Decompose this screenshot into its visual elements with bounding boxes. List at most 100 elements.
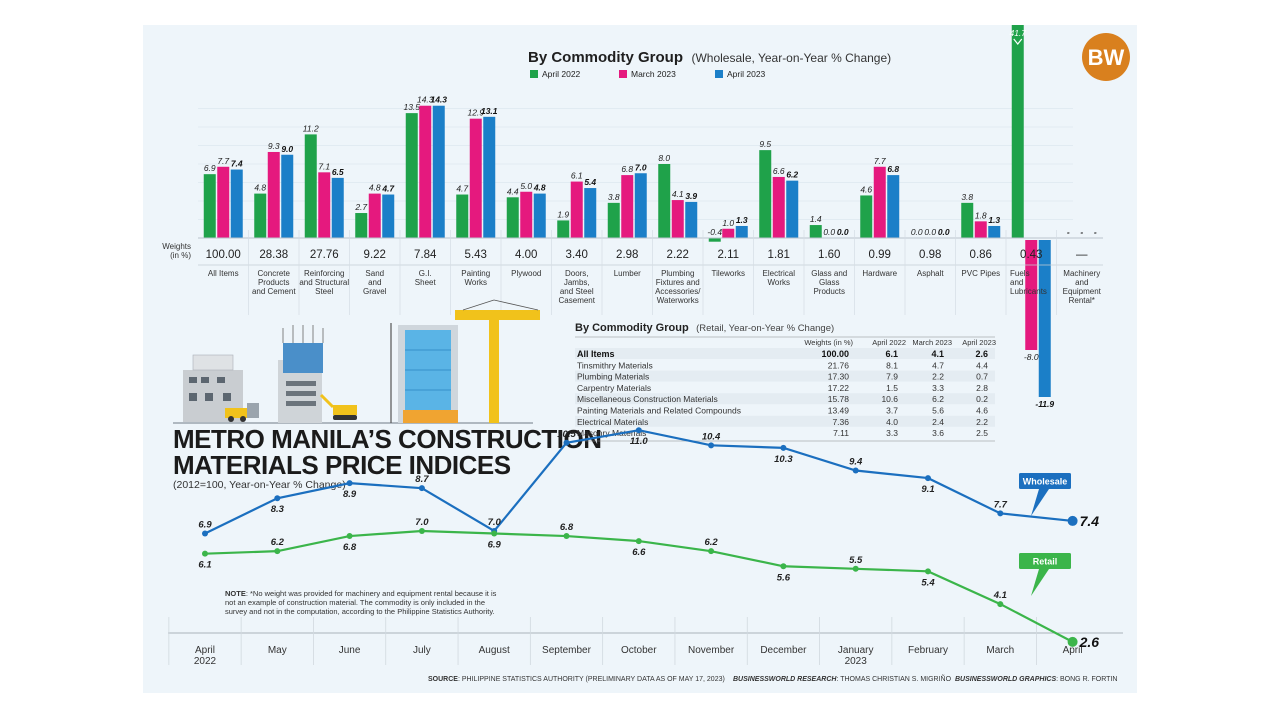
table-cell-value: 4.1 <box>931 349 944 359</box>
table-cell-name: Plumbing Materials <box>577 372 649 382</box>
bar-chart-axis: Weights(in %) 100.00 All Items 28.38 Concret… <box>162 230 1103 315</box>
weight-value: 0.43 <box>1020 249 1042 261</box>
table-cell-name: Masonry Materials <box>577 428 646 438</box>
retail-point <box>202 550 208 557</box>
wholesale-value-label: 11.0 <box>630 436 649 447</box>
weight-value: 5.43 <box>465 249 487 261</box>
bar-value-label: 4.7 <box>456 184 468 194</box>
weight-value: 3.40 <box>566 249 588 261</box>
logo-text: BW <box>1088 45 1125 70</box>
infographic-svg: BW By Commodity Group (Wholesale, Year-o… <box>162 25 1130 683</box>
main-title-line-1: METRO MANILA’S CONSTRUCTION <box>173 424 602 454</box>
bar-value-label: 13.1 <box>481 106 498 116</box>
retail-point <box>635 538 642 545</box>
bar-value-label: -8.0 <box>1024 352 1039 362</box>
bar-value-label: 7.0 <box>635 162 647 172</box>
bar-value-label: 6.9 <box>204 163 216 173</box>
retail-value-label: 6.8 <box>343 542 357 553</box>
table-cell-value: 7.36 <box>832 417 849 427</box>
bar-april-2023 <box>887 175 900 238</box>
bar-value-label: 41.7 <box>1009 28 1026 38</box>
bar-value-label: 0.0 <box>938 227 950 237</box>
bar-value-label: 0.0 <box>837 227 849 237</box>
table-cell-value: 2.4 <box>932 417 944 427</box>
retail-point <box>925 568 931 575</box>
table-cell-value: 17.22 <box>828 383 850 393</box>
table-cell-value: 5.6 <box>932 406 944 416</box>
wholesale-value-label: 8.3 <box>271 504 285 515</box>
category-label: and Steel <box>560 287 594 296</box>
weight-value: 0.86 <box>970 249 992 261</box>
category-label: Accessories/ <box>655 287 701 296</box>
source-text: : PHILIPPINE STATISTICS AUTHORITY (PRELI… <box>458 676 725 683</box>
table-header-cell: March 2023 <box>912 338 952 347</box>
wholesale-value-label: 6.9 <box>198 520 212 531</box>
retail-callout-pointer <box>1031 569 1049 596</box>
bar-chart-title: By Commodity Group (Wholesale, Year-on-Y… <box>528 49 891 66</box>
bar-march-2023 <box>520 191 533 238</box>
bar-missing-label: - <box>1080 227 1083 237</box>
bar-march-2023 <box>722 228 735 238</box>
retail-point <box>491 530 498 537</box>
bar-april-2023 <box>483 116 496 238</box>
bar-april-2022 <box>254 193 267 238</box>
category-label: Plumbing <box>661 269 694 278</box>
table-cell-value: 6.2 <box>932 394 944 404</box>
table-cell-value: 1.5 <box>886 383 898 393</box>
wholesale-point <box>202 530 208 537</box>
bar-value-label: 6.8 <box>621 164 633 174</box>
bar-value-label: 9.3 <box>268 141 280 151</box>
weight-value: 27.76 <box>310 249 339 261</box>
weight-value: 2.11 <box>717 249 739 261</box>
category-label: Casement <box>559 296 596 305</box>
building-tall-icon <box>390 323 458 423</box>
table-row-stripe <box>575 370 995 382</box>
bar-april-2023 <box>786 180 799 238</box>
table-cell-value: 17.30 <box>828 372 850 382</box>
bar-value-label: 14.3 <box>417 95 434 105</box>
bar-value-label: 4.6 <box>860 184 872 194</box>
bar-value-label: 1.3 <box>736 215 748 225</box>
bar-value-label: 1.0 <box>722 218 734 228</box>
wholesale-point <box>925 475 931 482</box>
bar-value-label: 12.9 <box>467 108 484 118</box>
month-label: May <box>268 645 287 656</box>
retail-table-title-main: By Commodity Group <box>575 322 689 334</box>
table-cell-value: 7.11 <box>833 428 849 438</box>
construction-illustration <box>173 299 540 424</box>
retail-point <box>997 601 1004 608</box>
category-label: Plywood <box>511 269 541 278</box>
bar-value-label: 9.5 <box>759 139 771 149</box>
category-label: Lubricants <box>1010 287 1047 296</box>
category-label: Asphalt <box>917 269 944 278</box>
legend-swatch-0 <box>530 70 538 78</box>
retail-point <box>346 533 353 540</box>
category-label: Products <box>258 278 290 287</box>
bar-value-label: 14.3 <box>430 95 447 105</box>
legend-swatch-2 <box>715 70 723 78</box>
category-label: All Items <box>208 269 239 278</box>
month-label: 2022 <box>194 656 217 667</box>
wholesale-value-label: 9.1 <box>921 484 934 495</box>
weight-value: — <box>1076 249 1088 261</box>
wholesale-point <box>997 510 1004 517</box>
bar-value-label: 6.6 <box>773 166 785 176</box>
legend-label-0: April 2022 <box>542 69 581 79</box>
category-label: and <box>1010 278 1023 287</box>
bar-march-2023 <box>217 166 230 238</box>
category-label: Fuels <box>1010 269 1030 278</box>
retail-callout-label: Retail <box>1033 557 1058 567</box>
table-cell-name: Miscellaneous Construction Materials <box>577 394 718 404</box>
bar-value-label: 4.8 <box>254 183 266 193</box>
source-credit: SOURCE: PHILIPPINE STATISTICS AUTHORITY … <box>428 676 725 683</box>
tower-crane-icon <box>455 299 540 423</box>
category-label: and <box>1075 278 1088 287</box>
bar-value-label: 8.0 <box>658 153 670 163</box>
table-cell-name: Tinsmithry Materials <box>577 360 653 370</box>
bar-value-label: 7.1 <box>318 161 330 171</box>
category-label: G.I. <box>419 269 432 278</box>
retail-value-label: 5.6 <box>777 572 791 583</box>
table-cell-value: 3.7 <box>886 406 898 416</box>
category-label: Works <box>767 278 790 287</box>
wholesale-value-label: 7.0 <box>488 517 502 528</box>
